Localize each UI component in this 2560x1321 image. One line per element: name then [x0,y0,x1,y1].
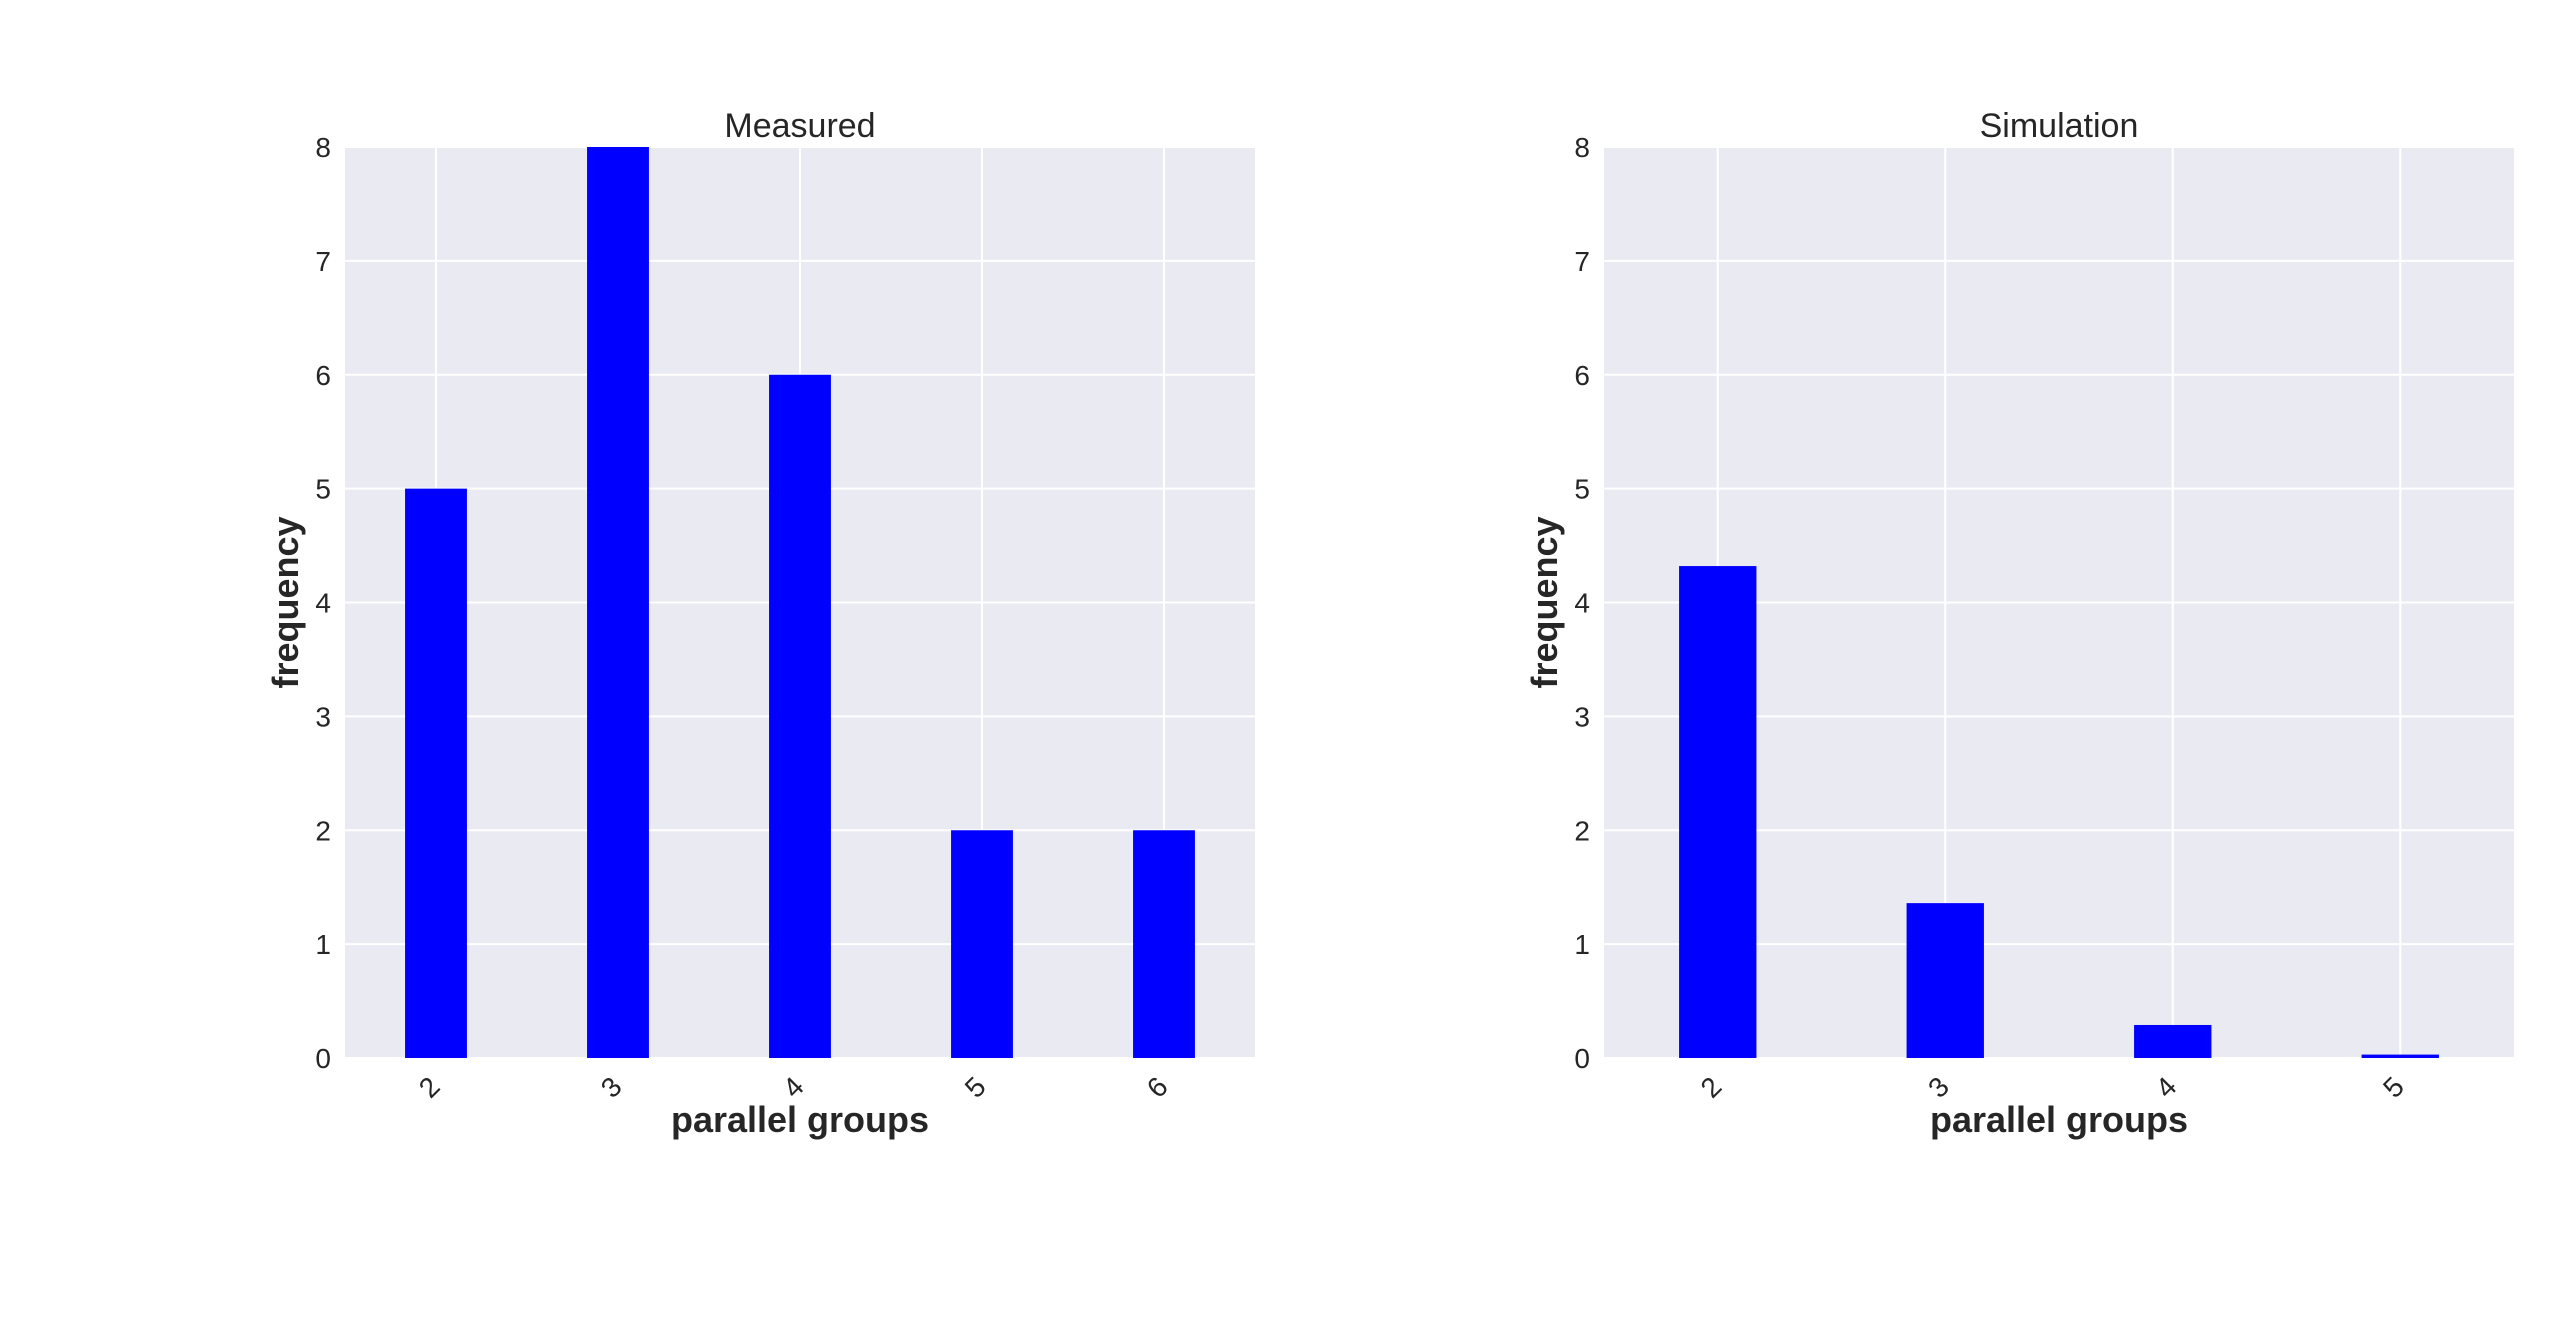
y-tick-label: 1 [1574,929,1590,960]
bar-2 [1679,566,1757,1058]
y-tick-label: 1 [315,929,331,960]
y-axis-label: frequency [1524,516,1565,688]
x-tick-label: 6 [1141,1071,1174,1104]
bar-2 [405,488,467,1058]
y-tick-label: 4 [315,588,331,619]
bar-6 [1133,830,1195,1058]
y-tick-label: 5 [1574,474,1590,505]
x-tick-label: 2 [1695,1071,1728,1104]
bar-3 [587,147,649,1058]
y-tick-label: 6 [1574,360,1590,391]
x-axis-label: parallel groups [671,1099,929,1140]
y-tick-label: 4 [1574,588,1590,619]
x-axis-label: parallel groups [1930,1099,2188,1140]
x-tick-label: 2 [413,1071,446,1104]
x-tick-label: 5 [959,1071,992,1104]
y-tick-label: 2 [1574,815,1590,846]
bar-5 [951,830,1013,1058]
bar-5 [2361,1054,2439,1058]
y-tick-label: 7 [315,246,331,277]
chart-title: Measured [724,107,875,145]
y-tick-label: 3 [1574,701,1590,732]
bar-4 [2134,1024,2212,1058]
y-tick-label: 8 [315,132,331,163]
x-tick-label: 3 [595,1071,628,1104]
bar-3 [1906,903,1984,1058]
y-tick-label: 7 [1574,246,1590,277]
y-tick-label: 8 [1574,132,1590,163]
y-tick-label: 2 [315,815,331,846]
chart-title: Simulation [1980,107,2139,145]
y-tick-label: 0 [1574,1043,1590,1074]
y-tick-label: 5 [315,474,331,505]
y-tick-label: 0 [315,1043,331,1074]
y-tick-label: 6 [315,360,331,391]
y-tick-label: 3 [315,701,331,732]
y-axis-label: frequency [265,516,306,688]
x-tick-label: 5 [2377,1071,2410,1104]
bar-4 [769,374,831,1058]
